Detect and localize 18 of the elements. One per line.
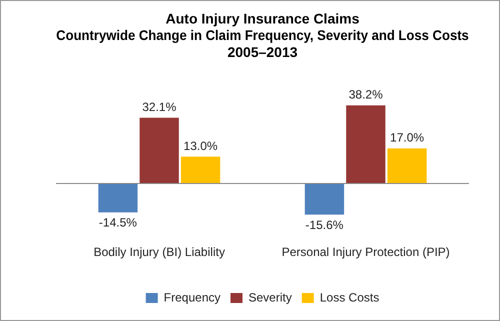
legend-label: Frequency	[164, 290, 221, 304]
data-label: 38.2%	[348, 88, 384, 102]
bar	[346, 105, 386, 183]
x-tick-label: Bodily Injury (BI) Liability	[94, 245, 225, 260]
data-label: 13.0%	[184, 138, 218, 153]
data-label: 17.0%	[390, 130, 424, 145]
data-label: 32.1%	[142, 100, 177, 114]
bar	[180, 156, 220, 183]
bar	[304, 182, 344, 215]
data-label: -15.6%	[305, 218, 344, 232]
bar	[98, 182, 138, 212]
chart-title: Auto Injury Insurance Claims Countrywide Change in Claim Frequency, Severity and Loss Costs 2005–2013	[56, 10, 469, 60]
bar	[387, 148, 427, 183]
x-tick-label: Personal Injury Protection (PIP)	[282, 245, 450, 260]
legend-label: Loss Costs	[320, 290, 380, 304]
bar	[140, 118, 179, 183]
data-label: -14.5%	[98, 216, 138, 230]
legend-label: Severity	[248, 290, 292, 304]
